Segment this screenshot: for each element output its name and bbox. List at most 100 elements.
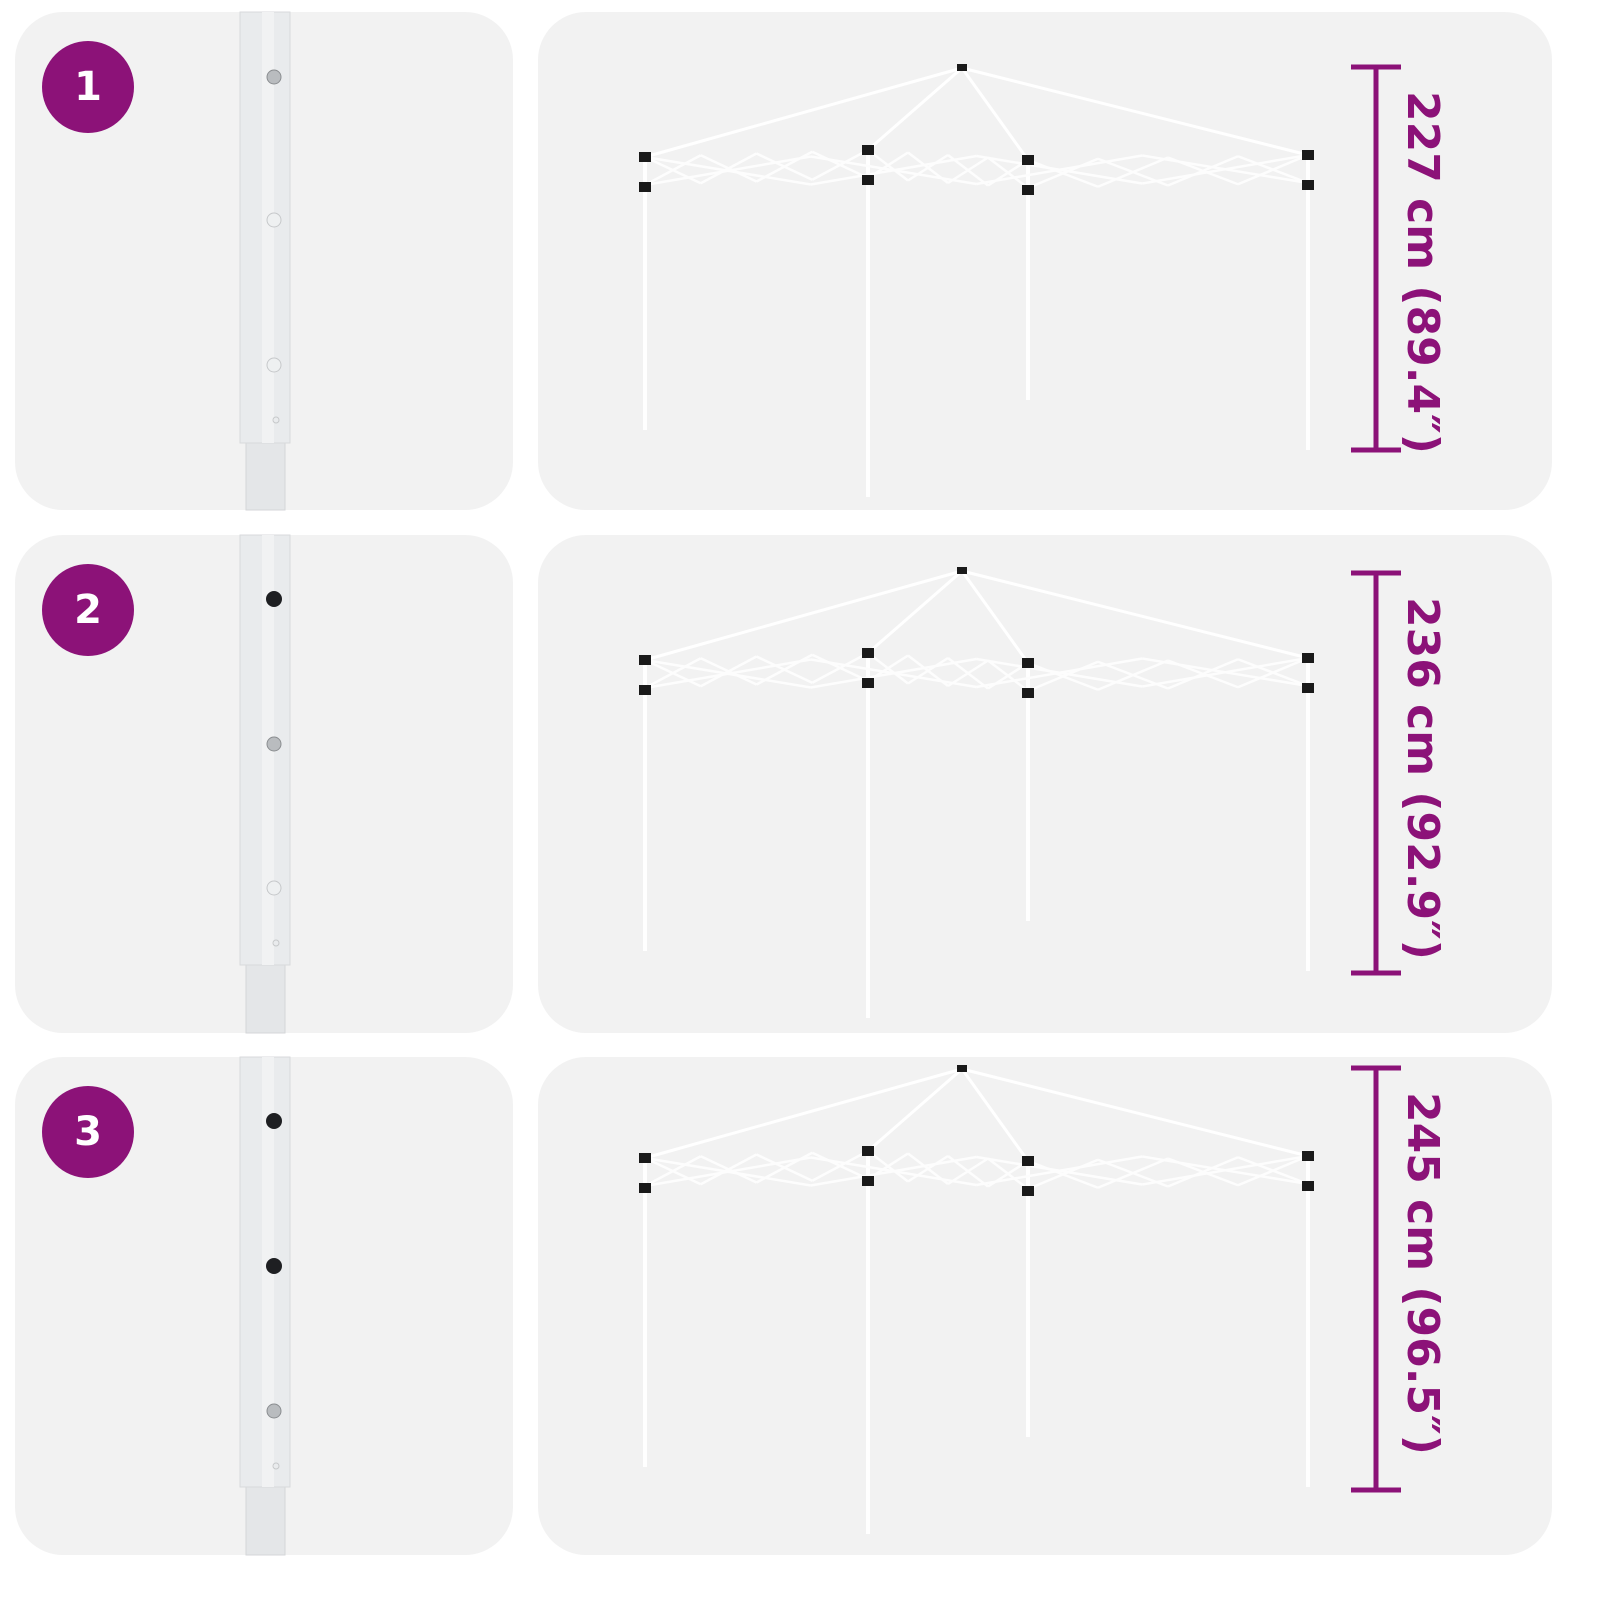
truss-bar [644,657,702,690]
truss-bar [1097,659,1169,691]
truss-bar [1237,1154,1309,1187]
corner-bracket-icon [1022,658,1034,668]
truss-bar [811,1149,869,1182]
truss-bar [907,153,949,182]
slider-bracket-icon [862,1176,874,1186]
roof-rafter [960,67,1030,161]
truss-bar [1167,1156,1239,1188]
corner-bracket-icon [862,648,874,658]
roof-rafter [867,1067,963,1153]
height-dimension-bracket [1351,64,1401,453]
truss-bar [700,1153,758,1186]
gazebo-frame [643,66,1310,497]
truss-bar [644,1156,811,1188]
locking-pin-icon [266,1113,282,1129]
truss-bar [810,1155,977,1187]
roof-rafter [867,66,963,152]
corner-bracket-icon [1022,1156,1034,1166]
truss-bar [810,154,977,186]
truss-bar [947,1157,989,1186]
sleeve-highlight [262,1057,274,1487]
locking-pin-icon [266,1258,282,1274]
small-hole-icon [272,1462,280,1470]
roof-rafter [644,1067,963,1160]
corner-bracket-icon [639,152,651,162]
screw-icon [266,736,282,752]
slider-bracket-icon [1022,1186,1034,1196]
slider-bracket-icon [862,175,874,185]
corner-bracket-icon [639,1153,651,1163]
corner-bracket-icon [639,655,651,665]
small-hole-icon [272,416,280,424]
step-1-illustration [239,11,1401,511]
roof-rafter [961,1067,1309,1158]
corner-bracket-icon [1302,1151,1314,1161]
truss-bar [644,155,811,187]
gazebo-panel [538,12,1552,510]
slider-bracket-icon [639,182,651,192]
roof-rafter [961,569,1309,660]
roof-rafter [961,66,1309,157]
height-label: 236 cm (92.9″) [1397,597,1448,960]
small-hole-icon [272,939,280,947]
slider-bracket-icon [639,1183,651,1193]
truss-bar [947,659,989,688]
truss-bar [700,152,758,185]
peak-hub-icon [957,1065,967,1072]
truss-bar [1027,157,1099,190]
height-label: 245 cm (96.5″) [1397,1092,1448,1455]
slider-bracket-icon [1302,683,1314,693]
truss-bar [1097,156,1169,188]
truss-bar [976,1155,1143,1187]
truss-bar [1237,153,1309,186]
slider-bracket-icon [1302,1181,1314,1191]
telescopic-pole [239,1056,291,1556]
gazebo-frame [643,1067,1310,1534]
truss-bar [1097,1157,1169,1189]
peak-hub-icon [957,64,967,71]
truss-bar [810,657,977,689]
peak-hub-icon [957,567,967,574]
roof-rafter [644,569,963,662]
roof-rafter [867,569,963,655]
height-label: 227 cm (89.4″) [1397,91,1448,454]
truss-bar [644,154,702,187]
corner-bracket-icon [1022,155,1034,165]
step-2-illustration [239,534,1401,1034]
truss-bar [907,656,949,685]
corner-bracket-icon [862,1146,874,1156]
slider-bracket-icon [1022,185,1034,195]
roof-rafter [644,66,963,159]
screw-icon [266,1403,282,1419]
truss-bar [1142,153,1309,185]
truss-bar [976,657,1143,689]
sleeve-highlight [262,535,274,965]
truss-bar [644,1155,702,1188]
truss-bar [1027,1158,1099,1191]
truss-bar [976,154,1143,186]
step-3-illustration [239,1056,1401,1556]
telescopic-pole [239,534,291,1034]
locking-pin-icon [266,591,282,607]
truss-bar [947,156,989,185]
truss-bar [1142,1154,1309,1186]
height-dimension-bracket [1351,1065,1401,1493]
screw-icon [266,69,282,85]
empty-hole-icon [266,880,282,896]
truss-bar [1142,656,1309,688]
gazebo-frame [643,569,1310,1018]
step-number-badge: 1 [42,41,134,133]
empty-hole-icon [266,212,282,228]
step-number-badge: 3 [42,1086,134,1178]
truss-bar [811,651,869,684]
slider-bracket-icon [1022,688,1034,698]
truss-bar [1237,656,1309,689]
corner-bracket-icon [1302,653,1314,663]
telescopic-pole [239,11,291,511]
height-dimension-bracket [1351,570,1401,976]
sleeve-highlight [262,12,274,443]
truss-bar [1167,155,1239,187]
truss-bar [811,148,869,181]
slider-bracket-icon [1302,180,1314,190]
